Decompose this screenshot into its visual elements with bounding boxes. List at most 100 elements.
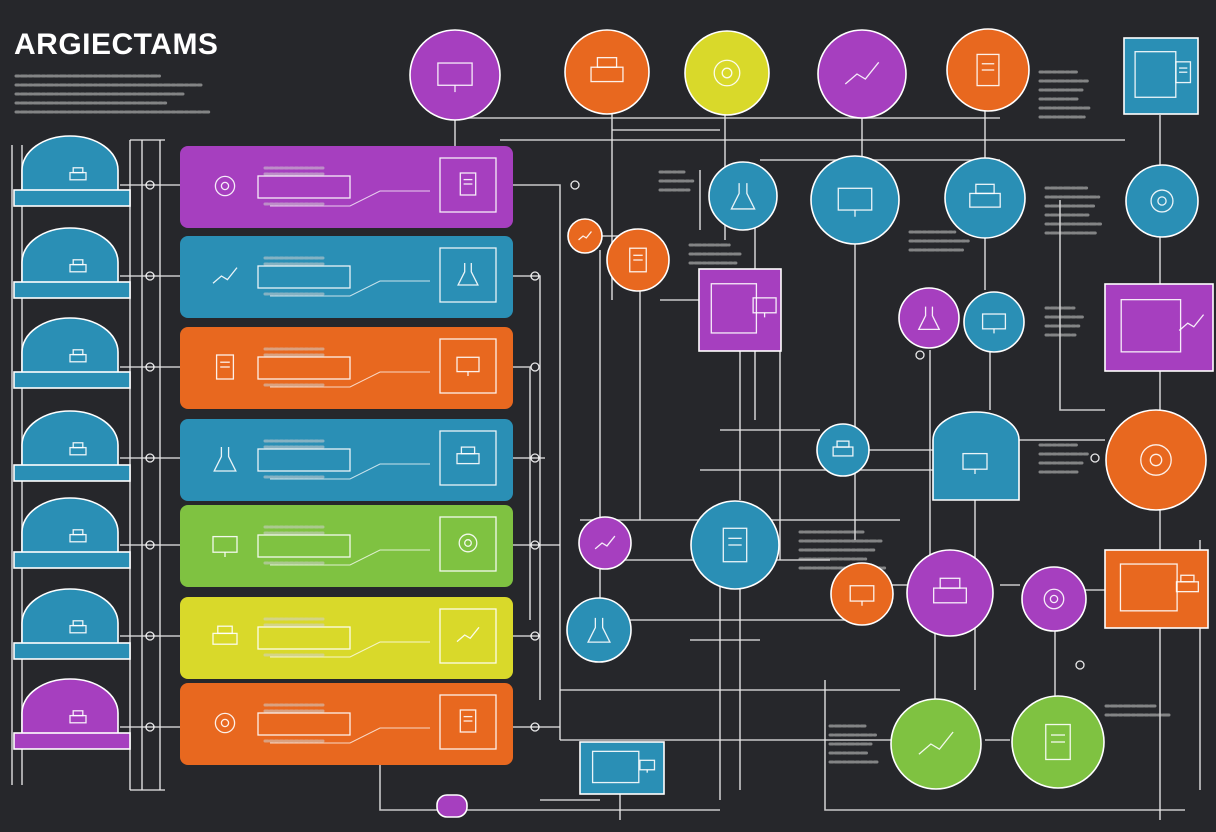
process-node [890, 698, 982, 790]
note-placeholder-text [688, 243, 743, 265]
process-band [180, 505, 513, 587]
process-node [708, 161, 778, 231]
note-placeholder-text [1038, 443, 1089, 474]
junction-plug [145, 631, 155, 641]
scribble-text-layer [14, 70, 1172, 764]
process-band [180, 146, 513, 228]
note-placeholder-text [1044, 186, 1103, 235]
junction-plug [1075, 660, 1085, 670]
note-placeholder-text [1038, 70, 1091, 119]
process-node [906, 549, 994, 637]
station-node [13, 135, 131, 207]
station-node [13, 410, 131, 482]
chart-icon [1178, 314, 1205, 331]
process-band [180, 419, 513, 501]
chart-icon [212, 267, 238, 284]
diagram-title: ARGIECTAMS [14, 28, 219, 61]
monitor-icon [212, 535, 238, 553]
connector-line [512, 184, 561, 740]
process-band [180, 327, 513, 409]
process-node [1105, 409, 1207, 511]
monitor-icon [437, 62, 473, 86]
process-band [180, 597, 513, 679]
connector-layer [11, 105, 1201, 820]
chart-icon [918, 731, 954, 755]
gear-icon [214, 712, 236, 734]
chart-icon [578, 231, 592, 241]
gear-icon [1043, 588, 1065, 610]
flask-icon [457, 263, 479, 286]
junction-plug [145, 180, 155, 190]
document-icon [1045, 723, 1071, 761]
process-node [830, 562, 894, 626]
connector-line [512, 366, 531, 620]
station-node [13, 317, 131, 389]
junction-plug [915, 350, 925, 360]
process-band [180, 236, 513, 318]
gear-icon [713, 59, 741, 87]
process-node [944, 157, 1026, 239]
process-node [898, 287, 960, 349]
chart-icon [594, 535, 616, 550]
junction-plug [145, 722, 155, 732]
process-node [567, 218, 603, 254]
connector-line [824, 680, 1185, 811]
flask-icon [730, 183, 756, 210]
document-icon [629, 247, 647, 273]
junction-plug [530, 540, 540, 550]
note-placeholder-text [1104, 704, 1172, 717]
junction-plug [530, 362, 540, 372]
note-placeholder-text [828, 724, 879, 764]
header-placeholder-text [14, 74, 211, 114]
gear-icon [458, 533, 478, 553]
process-node [690, 500, 780, 590]
process-node [816, 423, 870, 477]
process-node [1125, 164, 1199, 238]
process-node [817, 29, 907, 119]
terminal-node [932, 411, 1020, 501]
process-node [606, 228, 670, 292]
junction-plug [1090, 453, 1100, 463]
process-node [963, 291, 1025, 353]
data-box [698, 268, 782, 352]
document-box [1123, 37, 1199, 115]
data-box [1104, 549, 1209, 629]
note-placeholder-text [658, 170, 695, 192]
process-node [684, 30, 770, 116]
monitor-box [579, 741, 665, 795]
process-node [1021, 566, 1087, 632]
connector-line [379, 760, 720, 811]
note-placeholder-text [798, 530, 887, 570]
station-node [13, 588, 131, 660]
node-layer [13, 28, 1214, 818]
station-node [13, 678, 131, 750]
note-placeholder-text [1044, 306, 1084, 337]
connector-line [512, 275, 541, 700]
connector-cap [436, 794, 468, 818]
station-node [13, 497, 131, 569]
document-icon [215, 354, 235, 380]
process-node [566, 597, 632, 663]
process-node [578, 516, 632, 570]
gear-icon [1140, 444, 1172, 476]
junction-plug [145, 453, 155, 463]
gear-icon [1150, 189, 1174, 213]
junction-plug [145, 362, 155, 372]
process-node [946, 28, 1030, 112]
process-node [1011, 695, 1105, 789]
monitor-icon [456, 356, 480, 373]
chart-icon [844, 61, 880, 85]
junction-plug [570, 180, 580, 190]
data-box [1104, 283, 1214, 372]
document-icon [976, 53, 1000, 87]
chart-icon [456, 626, 480, 643]
process-node [409, 29, 501, 121]
junction-plug [530, 722, 540, 732]
document-icon [459, 709, 477, 733]
flask-icon [587, 617, 611, 643]
station-node [13, 227, 131, 299]
junction-plug [530, 271, 540, 281]
junction-plug [145, 271, 155, 281]
